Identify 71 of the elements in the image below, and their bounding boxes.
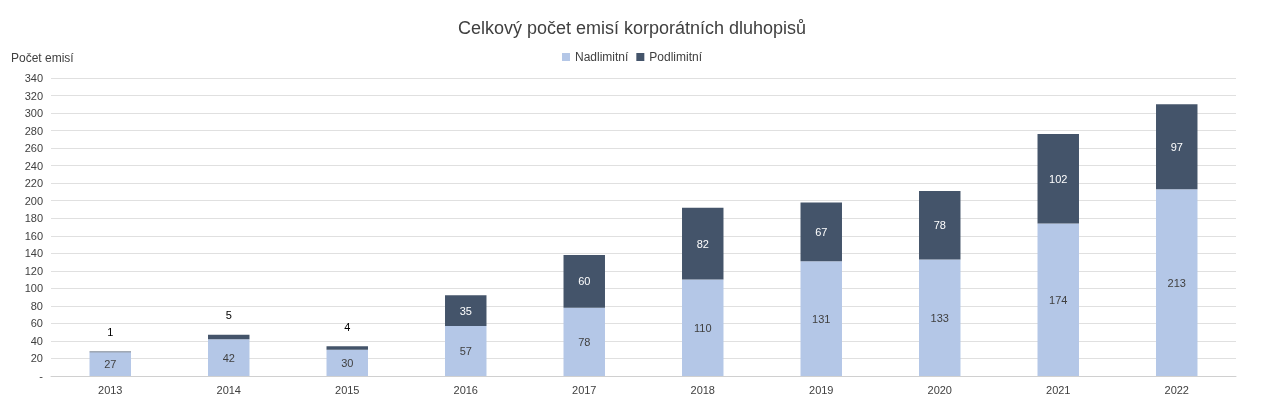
bar (1037, 223, 1079, 376)
y-tick-label: 120 (24, 264, 43, 277)
y-tick-label: 20 (30, 352, 43, 365)
y-tick-label: 40 (30, 334, 43, 347)
data-label: 42 (222, 351, 235, 364)
y-tick-label: 160 (24, 229, 43, 242)
x-tick-label: 2022 (1164, 383, 1189, 396)
data-label: 174 (1049, 293, 1068, 306)
bar (1037, 134, 1079, 224)
data-label: 27 (104, 358, 117, 371)
y-tick-label: 320 (24, 89, 43, 102)
y-tick-label: 340 (24, 72, 43, 84)
bar (682, 207, 724, 280)
bar (445, 326, 487, 376)
bar (919, 259, 961, 376)
x-tick-label: 2017 (572, 383, 597, 396)
bar (1156, 189, 1198, 376)
x-tick-label: 2016 (453, 383, 478, 396)
y-tick-label: 80 (30, 299, 43, 312)
data-label: 1 (107, 325, 114, 338)
bar (682, 279, 724, 376)
bar (1156, 104, 1198, 190)
data-label: 4 (344, 320, 351, 333)
y-tick-label: 280 (24, 124, 43, 137)
x-tick-label: 2013 (98, 383, 123, 396)
data-label: 5 (225, 309, 232, 322)
bar (563, 307, 605, 376)
bar (326, 346, 368, 350)
x-tick-label: 2019 (809, 383, 834, 396)
bar (208, 339, 250, 376)
y-tick-label: 180 (24, 212, 43, 225)
y-axis-title: Počet emisí (11, 51, 75, 65)
y-tick-label: 100 (24, 282, 43, 295)
data-label: 78 (933, 219, 946, 232)
chart-title: Celkový počet emisí korporátních dluhopisů (457, 18, 807, 38)
bar (800, 202, 842, 262)
bar (89, 352, 131, 376)
y-tick-label: - (39, 370, 44, 382)
data-label: 213 (1167, 276, 1186, 289)
x-tick-label: 2021 (1046, 383, 1071, 396)
data-label: 131 (812, 312, 831, 325)
bar (445, 295, 487, 327)
data-label: 82 (696, 237, 709, 250)
bar (800, 261, 842, 376)
y-tick-label: 240 (24, 159, 43, 172)
data-label: 57 (459, 345, 472, 358)
x-tick-label: 2014 (216, 383, 241, 396)
bar (208, 334, 250, 340)
data-label: 110 (693, 321, 712, 334)
data-label: 30 (341, 356, 354, 369)
x-tick-label: 2015 (335, 383, 360, 396)
bar (563, 255, 605, 308)
x-tick-label: 2020 (927, 383, 952, 396)
y-tick-label: 60 (30, 317, 43, 330)
bar (326, 349, 368, 376)
y-tick-label: 260 (24, 142, 43, 155)
data-label: 78 (578, 335, 591, 348)
data-label: 97 (1170, 140, 1183, 153)
data-label: 67 (815, 225, 828, 238)
legend-label: Nadlimitní (574, 50, 629, 64)
y-tick-label: 140 (24, 247, 43, 260)
bar (919, 191, 961, 260)
legend-label: Podlimitní (649, 50, 703, 64)
y-tick-label: 200 (24, 194, 43, 207)
y-tick-label: 220 (24, 177, 43, 190)
data-label: 133 (930, 311, 949, 324)
data-label: 60 (578, 275, 591, 288)
x-tick-label: 2018 (690, 383, 715, 396)
data-label: 35 (459, 304, 472, 317)
y-tick-label: 300 (24, 107, 43, 120)
data-label: 102 (1049, 172, 1068, 185)
